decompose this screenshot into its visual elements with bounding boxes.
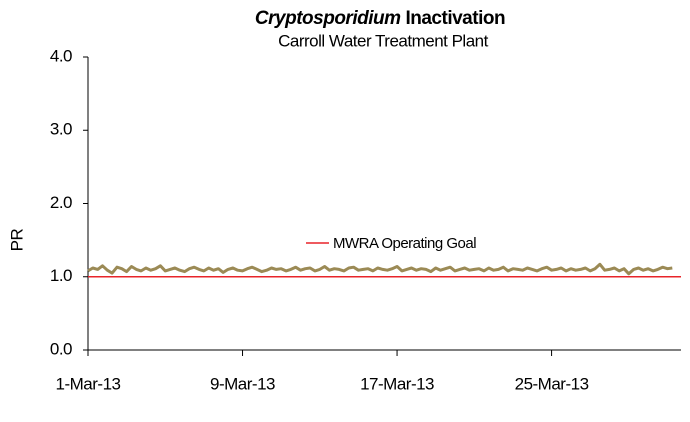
y-tick-label: 1.0	[50, 266, 72, 285]
y-tick-label: 0.0	[50, 339, 72, 358]
x-tick-label: 9-Mar-13	[210, 374, 275, 393]
legend-label: MWRA Operating Goal	[333, 235, 476, 252]
chart-title: Cryptosporidium Inactivation	[255, 8, 505, 29]
chart-subtitle: Carroll Water Treatment Plant	[278, 31, 488, 50]
x-tick-label: 17-Mar-13	[360, 374, 434, 393]
title-italic: Cryptosporidium	[255, 8, 401, 29]
x-tick-label: 1-Mar-13	[56, 374, 121, 393]
title-regular: Inactivation	[405, 8, 505, 29]
y-tick-label: 2.0	[50, 193, 72, 212]
x-tick-label: 25-Mar-13	[515, 374, 589, 393]
y-axis-label: PR	[7, 228, 26, 251]
y-tick-label: 3.0	[50, 120, 72, 139]
y-tick-label: 4.0	[50, 46, 72, 65]
data-line	[87, 262, 673, 276]
